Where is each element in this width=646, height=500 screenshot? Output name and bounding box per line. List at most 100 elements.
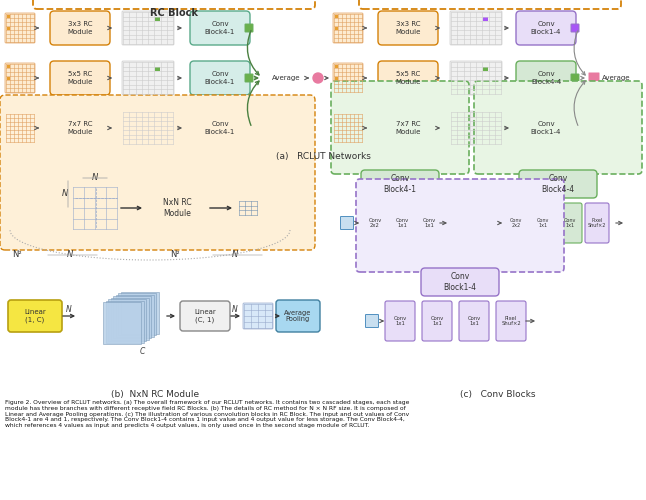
Text: 3x3 RC
Module: 3x3 RC Module [395, 22, 421, 35]
Text: Conv
1x1: Conv 1x1 [537, 218, 549, 228]
FancyBboxPatch shape [6, 26, 10, 30]
Text: Pixel
Shuf×2: Pixel Shuf×2 [501, 316, 521, 326]
FancyBboxPatch shape [108, 299, 146, 341]
Text: Conv
Block4-1: Conv Block4-1 [384, 174, 417, 194]
FancyBboxPatch shape [516, 111, 576, 145]
FancyBboxPatch shape [571, 74, 579, 82]
FancyBboxPatch shape [5, 63, 35, 93]
FancyBboxPatch shape [571, 24, 579, 32]
FancyBboxPatch shape [356, 179, 564, 272]
FancyBboxPatch shape [6, 14, 10, 18]
Text: Average: Average [272, 75, 300, 81]
FancyBboxPatch shape [122, 61, 174, 95]
Text: Conv
1x1: Conv 1x1 [467, 316, 481, 326]
Text: Pixel
Shuf×2: Pixel Shuf×2 [588, 218, 606, 228]
Text: Conv
1x1: Conv 1x1 [430, 316, 444, 326]
Text: Conv
1x1: Conv 1x1 [395, 218, 409, 228]
Text: N: N [232, 250, 238, 259]
FancyBboxPatch shape [333, 13, 363, 43]
FancyBboxPatch shape [385, 301, 415, 341]
FancyBboxPatch shape [585, 203, 609, 243]
FancyBboxPatch shape [155, 17, 160, 20]
Text: RC Block: RC Block [150, 8, 198, 18]
FancyBboxPatch shape [190, 11, 250, 45]
Text: Conv
1x1: Conv 1x1 [422, 218, 435, 228]
Text: Average: Average [602, 75, 630, 81]
Text: Figure 2. Overview of RCLUT networks. (a) The overall framework of our RCLUT net: Figure 2. Overview of RCLUT networks. (a… [5, 400, 410, 428]
FancyBboxPatch shape [474, 81, 642, 174]
FancyBboxPatch shape [180, 301, 230, 331]
Text: N: N [232, 304, 238, 314]
FancyBboxPatch shape [245, 124, 253, 132]
FancyBboxPatch shape [118, 293, 156, 335]
Text: Conv
Block4-1: Conv Block4-1 [205, 72, 235, 85]
FancyBboxPatch shape [103, 302, 141, 344]
FancyBboxPatch shape [450, 111, 502, 145]
FancyBboxPatch shape [335, 126, 337, 130]
FancyBboxPatch shape [361, 170, 439, 198]
FancyBboxPatch shape [450, 61, 502, 95]
FancyBboxPatch shape [155, 117, 160, 120]
FancyBboxPatch shape [238, 200, 258, 216]
FancyBboxPatch shape [50, 11, 110, 45]
FancyBboxPatch shape [155, 67, 160, 70]
Text: Conv
Block1-4: Conv Block1-4 [444, 272, 477, 291]
FancyBboxPatch shape [5, 13, 35, 43]
FancyBboxPatch shape [450, 11, 502, 45]
Text: Linear
(C, 1): Linear (C, 1) [194, 309, 216, 323]
FancyBboxPatch shape [333, 63, 363, 93]
FancyBboxPatch shape [390, 203, 414, 243]
Text: 3x3 RC
Module: 3x3 RC Module [67, 22, 92, 35]
Text: Conv
Block4-4: Conv Block4-4 [541, 174, 574, 194]
FancyBboxPatch shape [8, 300, 62, 332]
Text: N: N [66, 304, 72, 314]
Text: Conv
Block1-4: Conv Block1-4 [531, 22, 561, 35]
FancyBboxPatch shape [72, 186, 118, 230]
FancyBboxPatch shape [483, 67, 488, 70]
FancyBboxPatch shape [516, 11, 576, 45]
FancyBboxPatch shape [144, 190, 210, 226]
Text: N: N [92, 174, 98, 182]
FancyBboxPatch shape [116, 294, 154, 337]
FancyBboxPatch shape [245, 74, 253, 82]
FancyBboxPatch shape [363, 203, 387, 243]
Text: Conv
2x2: Conv 2x2 [368, 218, 382, 228]
Text: (a)   RCLUT Networks: (a) RCLUT Networks [276, 152, 370, 162]
Text: Average
Pooling: Average Pooling [284, 310, 311, 322]
FancyBboxPatch shape [335, 64, 337, 68]
FancyBboxPatch shape [422, 301, 452, 341]
Circle shape [313, 73, 323, 83]
FancyBboxPatch shape [335, 14, 337, 18]
FancyBboxPatch shape [333, 113, 363, 143]
Text: 5x5 RC
Module: 5x5 RC Module [395, 72, 421, 85]
Text: Conv
Block4-4: Conv Block4-4 [531, 72, 561, 85]
FancyBboxPatch shape [6, 76, 10, 80]
Text: N²: N² [170, 250, 180, 259]
FancyBboxPatch shape [483, 17, 488, 20]
FancyBboxPatch shape [366, 314, 379, 328]
FancyBboxPatch shape [421, 268, 499, 296]
FancyBboxPatch shape [558, 203, 582, 243]
FancyBboxPatch shape [121, 292, 158, 334]
Text: NxN RC
Module: NxN RC Module [163, 198, 191, 218]
Text: N: N [67, 250, 73, 259]
FancyBboxPatch shape [110, 298, 149, 340]
FancyBboxPatch shape [6, 126, 10, 130]
FancyBboxPatch shape [113, 296, 151, 338]
FancyBboxPatch shape [122, 11, 174, 45]
Text: Conv
Block1-4: Conv Block1-4 [531, 122, 561, 134]
FancyBboxPatch shape [571, 124, 579, 132]
FancyBboxPatch shape [50, 61, 110, 95]
FancyBboxPatch shape [0, 95, 315, 250]
Text: N²: N² [12, 250, 21, 259]
FancyBboxPatch shape [378, 111, 438, 145]
Text: 7x7 RC
Module: 7x7 RC Module [67, 122, 92, 134]
FancyBboxPatch shape [335, 76, 337, 80]
FancyBboxPatch shape [519, 170, 597, 198]
FancyBboxPatch shape [122, 111, 174, 145]
FancyBboxPatch shape [190, 111, 250, 145]
FancyBboxPatch shape [331, 81, 469, 174]
FancyBboxPatch shape [335, 26, 337, 30]
Text: Conv
Block4-1: Conv Block4-1 [205, 122, 235, 134]
FancyBboxPatch shape [504, 203, 528, 243]
